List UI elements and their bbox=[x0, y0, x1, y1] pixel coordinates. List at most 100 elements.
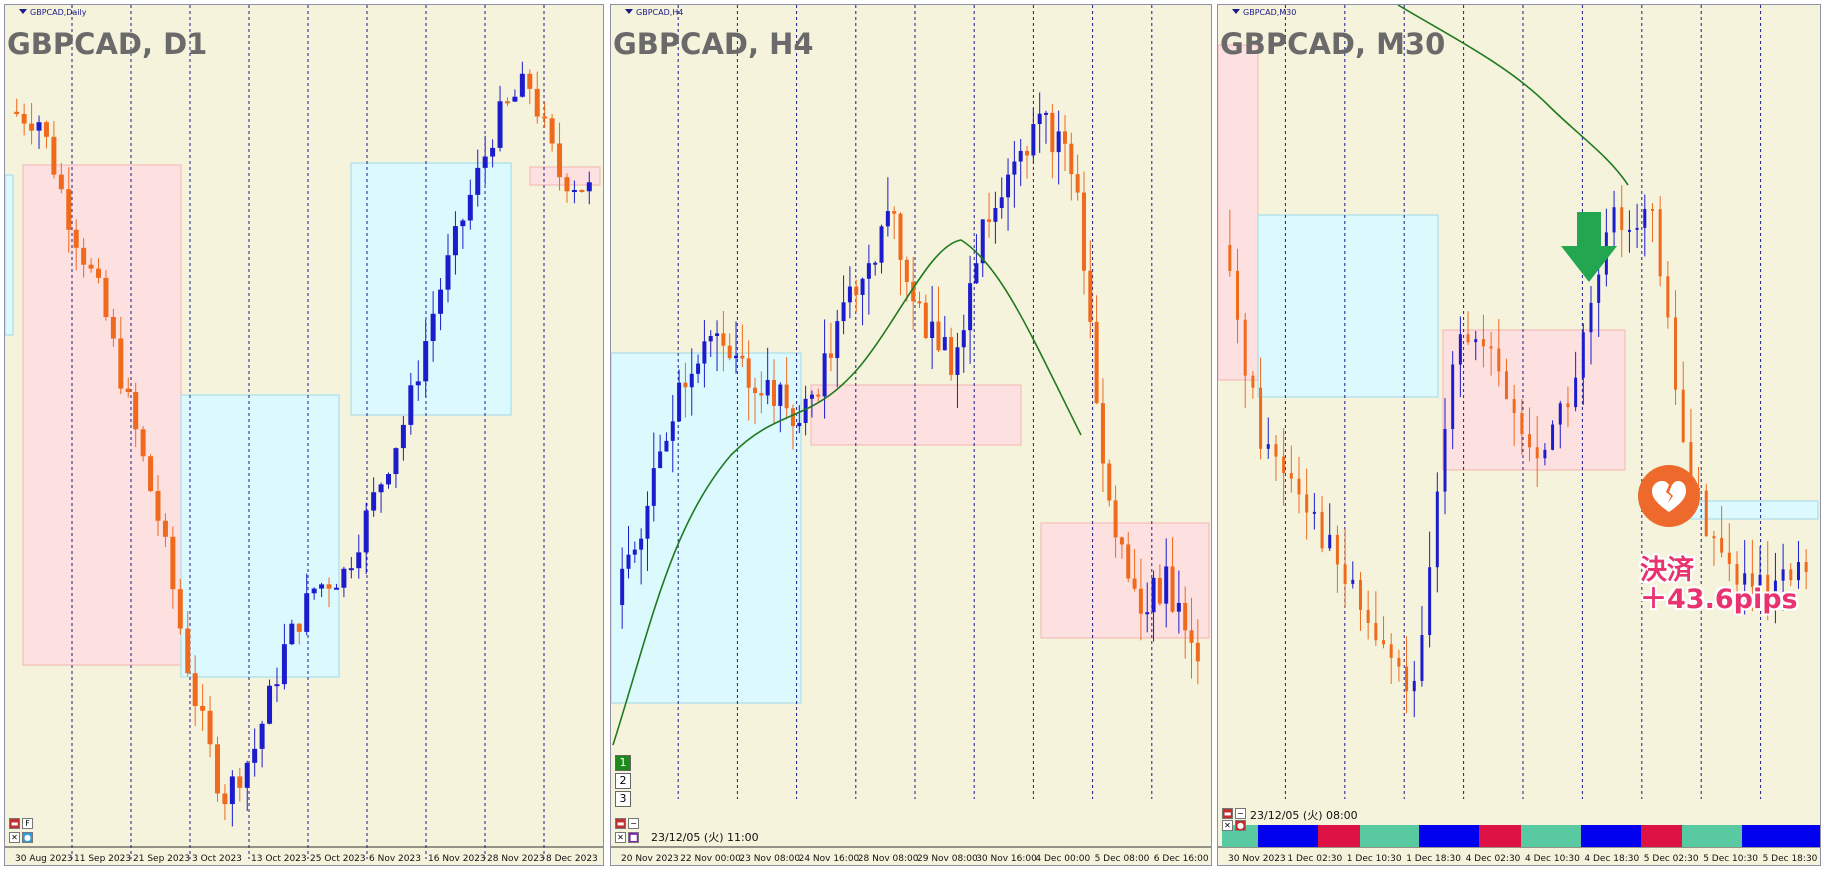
candle bbox=[1119, 537, 1124, 545]
candle bbox=[1504, 371, 1508, 400]
candle bbox=[1589, 302, 1593, 333]
settings-icon[interactable]: ● bbox=[22, 832, 33, 843]
candle bbox=[1305, 494, 1309, 513]
x-tick-label: 4 Dec 02:30 bbox=[1466, 854, 1521, 864]
cross-icon[interactable]: ✕ bbox=[615, 832, 626, 843]
settings-icon[interactable]: ■ bbox=[628, 832, 639, 843]
chevron-down-icon[interactable] bbox=[1232, 9, 1240, 14]
close-chart-icon[interactable]: ▬ bbox=[1222, 808, 1233, 819]
close-chart-icon[interactable]: ▬ bbox=[9, 818, 20, 829]
candle bbox=[1031, 124, 1036, 156]
x-tick-label: 4 Dec 18:30 bbox=[1584, 854, 1639, 864]
candle bbox=[873, 262, 878, 265]
candle bbox=[1069, 143, 1074, 175]
candle bbox=[214, 744, 220, 794]
chart-panel-m30[interactable]: 30 Nov 2023 1 Dec 02:30 1 Dec 10:30 1 Dec 1… bbox=[1217, 4, 1821, 866]
chart-title: GBPCAD, M30 bbox=[1220, 27, 1446, 61]
candle bbox=[519, 73, 525, 97]
minimize-icon[interactable]: − bbox=[1235, 808, 1246, 819]
x-tick-label: 30 Nov 16:00 bbox=[976, 854, 1037, 864]
candle bbox=[304, 593, 310, 632]
zone-box bbox=[5, 174, 14, 336]
candle bbox=[740, 355, 745, 359]
candle bbox=[177, 589, 183, 629]
candle bbox=[1012, 161, 1017, 175]
candle bbox=[1100, 403, 1105, 464]
candle bbox=[557, 143, 563, 178]
candle bbox=[1138, 588, 1143, 614]
chart-panel-h4[interactable]: 20 Nov 2023 22 Nov 00:00 23 Nov 08:00 24 No… bbox=[610, 4, 1212, 866]
minimize-icon[interactable]: − bbox=[628, 818, 639, 829]
candle bbox=[207, 710, 213, 745]
candle bbox=[237, 776, 243, 788]
settings-icon[interactable]: ● bbox=[1235, 820, 1246, 831]
candle bbox=[289, 623, 295, 645]
candle bbox=[1535, 447, 1539, 459]
timeframe-button-1[interactable]: 1 bbox=[615, 755, 631, 771]
candle bbox=[1558, 403, 1562, 425]
candle bbox=[155, 491, 161, 521]
candle bbox=[371, 492, 377, 511]
candle bbox=[267, 685, 273, 724]
candle bbox=[835, 321, 840, 359]
x-tick-label: 28 Nov 2023 bbox=[487, 854, 545, 864]
candle bbox=[438, 289, 444, 314]
candle bbox=[103, 277, 109, 318]
broken-heart-icon bbox=[1638, 465, 1700, 527]
candle bbox=[1804, 562, 1808, 573]
candle bbox=[841, 302, 846, 322]
chevron-down-icon[interactable] bbox=[625, 9, 633, 14]
candle bbox=[980, 219, 985, 264]
candle bbox=[651, 468, 656, 506]
chart-panel-d1[interactable]: 30 Aug 2023 11 Sep 2023 21 Sep 2023 3 Oct 2… bbox=[4, 4, 604, 866]
candle bbox=[1037, 113, 1042, 125]
candle bbox=[512, 96, 518, 102]
candle bbox=[1773, 580, 1777, 594]
candle bbox=[81, 247, 87, 265]
cross-icon[interactable]: ✕ bbox=[9, 832, 20, 843]
symbol-label: GBPCAD,M30 bbox=[1232, 8, 1296, 17]
candle bbox=[620, 568, 625, 605]
candle bbox=[423, 341, 429, 382]
candle bbox=[689, 373, 694, 388]
candle bbox=[1312, 511, 1316, 514]
candle bbox=[727, 345, 732, 359]
candle bbox=[702, 341, 707, 364]
chevron-down-icon[interactable] bbox=[19, 9, 27, 14]
candle bbox=[88, 264, 94, 269]
candle bbox=[1720, 537, 1724, 553]
candle bbox=[1075, 174, 1080, 193]
candle bbox=[1704, 490, 1708, 537]
candle bbox=[408, 385, 414, 425]
candle bbox=[809, 394, 814, 399]
candle bbox=[393, 448, 399, 475]
candle bbox=[1236, 270, 1240, 320]
candle bbox=[43, 122, 49, 137]
close-chart-icon[interactable]: ▬ bbox=[615, 818, 626, 829]
cross-icon[interactable]: ✕ bbox=[1222, 820, 1233, 831]
timeframe-button-2[interactable]: 2 bbox=[615, 773, 631, 789]
pips-result: ＋43.6pips bbox=[1640, 584, 1798, 615]
candle bbox=[1195, 642, 1200, 662]
candle bbox=[14, 111, 20, 114]
candle bbox=[1289, 473, 1293, 479]
candle bbox=[1581, 332, 1585, 378]
candle bbox=[452, 226, 458, 256]
candle bbox=[847, 286, 852, 303]
candle bbox=[252, 748, 258, 763]
candle bbox=[527, 73, 533, 89]
candle bbox=[917, 301, 922, 304]
timeframe-button-3[interactable]: 3 bbox=[615, 791, 631, 807]
candle bbox=[1458, 334, 1462, 365]
candle bbox=[1466, 334, 1470, 343]
candle bbox=[1088, 270, 1093, 322]
candle bbox=[229, 776, 235, 805]
f-toggle-icon[interactable]: F bbox=[22, 818, 33, 829]
candle bbox=[866, 263, 871, 279]
candle bbox=[1328, 534, 1332, 549]
candle bbox=[1405, 666, 1409, 692]
symbol-label: GBPCAD,H4 bbox=[625, 8, 683, 17]
candle bbox=[993, 208, 998, 222]
candle bbox=[1520, 413, 1524, 435]
candle bbox=[1489, 346, 1493, 349]
